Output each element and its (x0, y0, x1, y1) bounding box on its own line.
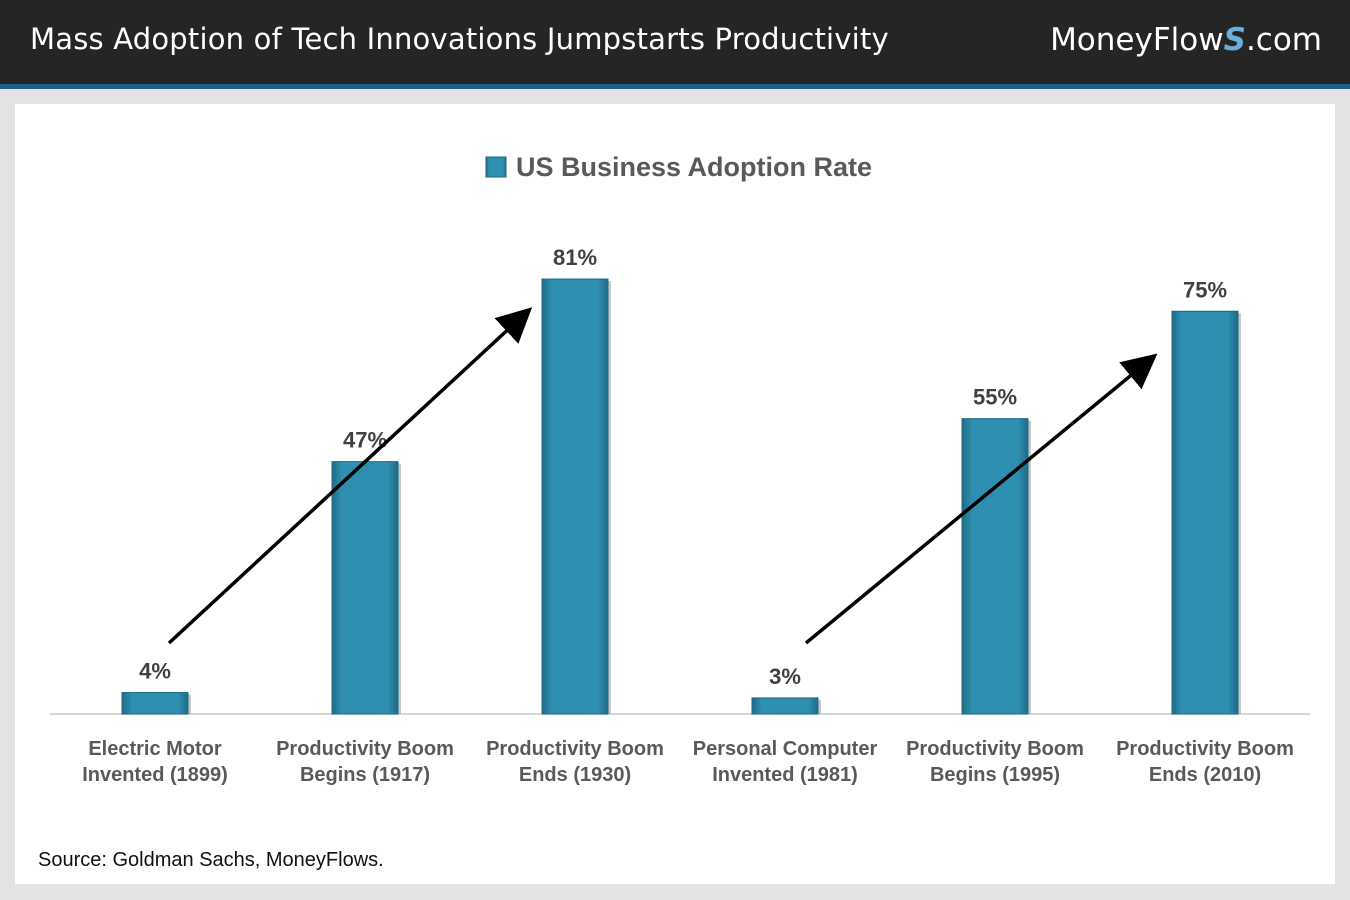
bar (961, 418, 1029, 715)
bar (331, 461, 399, 715)
category-label: Invented (1899) (82, 764, 228, 786)
brand-prefix: MoneyFlow (1050, 22, 1224, 58)
data-label: 81% (553, 245, 597, 270)
data-label: 3% (769, 664, 801, 689)
brand-suffix: .com (1245, 22, 1322, 58)
category-label: Productivity Boom (1116, 738, 1294, 760)
category-label: Personal Computer (693, 738, 878, 760)
header-rule (0, 84, 1350, 89)
category-label: Ends (1930) (519, 764, 631, 786)
bar (121, 692, 189, 715)
bar (1171, 310, 1239, 715)
category-label: Invented (1981) (712, 764, 858, 786)
category-label: Electric Motor (88, 738, 222, 760)
bar (541, 278, 609, 715)
brand-s: S (1223, 22, 1246, 58)
category-label: Begins (1995) (930, 764, 1060, 786)
category-label: Ends (2010) (1149, 764, 1261, 786)
category-label: Productivity Boom (906, 738, 1084, 760)
data-label: 75% (1183, 277, 1227, 302)
trend-arrow-2 (804, 353, 1158, 645)
header-bar: Mass Adoption of Tech Innovations Jumpst… (0, 0, 1350, 84)
category-label: Productivity Boom (276, 738, 454, 760)
legend-swatch (485, 156, 507, 178)
data-label: 55% (973, 385, 1017, 410)
category-label: Productivity Boom (486, 738, 664, 760)
trend-arrow-1 (167, 307, 533, 645)
brand-logo: MoneyFlowS.com (1050, 22, 1322, 58)
page-title: Mass Adoption of Tech Innovations Jumpst… (30, 22, 889, 56)
bar (751, 697, 819, 715)
category-label: Begins (1917) (300, 764, 430, 786)
source-note: Source: Goldman Sachs, MoneyFlows. (38, 849, 384, 871)
chart-panel (15, 104, 1335, 884)
legend-label: US Business Adoption Rate (516, 152, 872, 182)
data-label: 4% (139, 659, 171, 684)
